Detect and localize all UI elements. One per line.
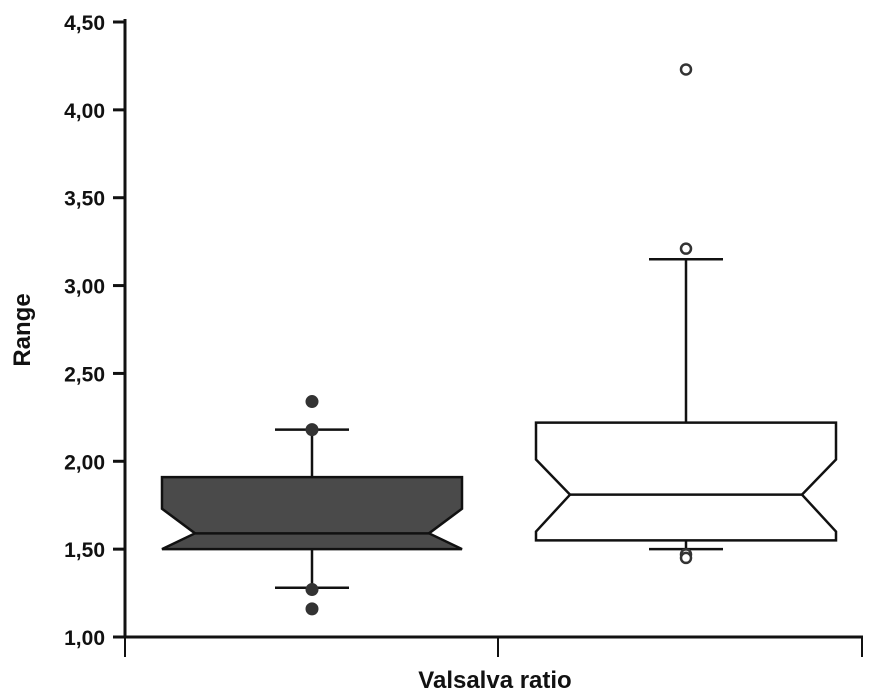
y-tick-label-5: 3,50 <box>64 188 105 211</box>
y-tick-label-7: 4,50 <box>64 12 105 35</box>
y-tick-label-3: 2,50 <box>64 363 105 386</box>
box-1 <box>534 421 838 542</box>
box-1-outlier-1 <box>679 242 693 255</box>
box-0-outlier-3 <box>305 602 319 616</box>
y-tick-label-0: 1,00 <box>64 627 105 650</box>
box-0-outlier-2 <box>305 583 319 597</box>
y-tick-label-6: 4,00 <box>64 100 105 123</box>
box-0-outlier-0 <box>305 395 319 409</box>
y-tick-label-4: 3,00 <box>64 276 105 299</box>
box-1-outlier-0 <box>679 63 693 76</box>
y-tick-label-1: 1,50 <box>64 539 105 562</box>
box-0 <box>160 475 464 551</box>
y-axis-title: Range <box>9 293 36 366</box>
box-1-outlier-3 <box>679 551 693 565</box>
box-0-outlier-1 <box>305 423 319 437</box>
x-axis-title: Valsalva ratio <box>418 667 571 694</box>
y-tick-label-2: 2,00 <box>64 451 105 474</box>
